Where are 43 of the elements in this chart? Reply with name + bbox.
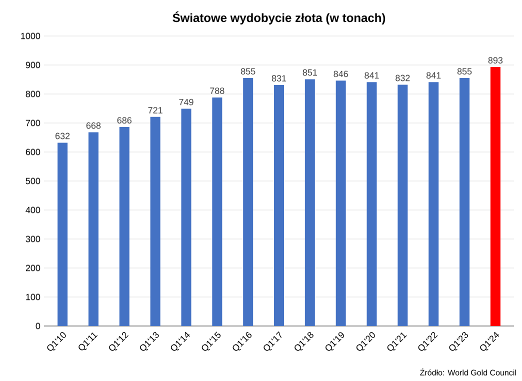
data-label: 632	[56, 132, 70, 140]
data-label: 841	[426, 72, 441, 79]
data-label: 841	[364, 72, 379, 79]
bar	[150, 116, 160, 326]
y-tick-label: 100	[26, 294, 40, 300]
bar	[181, 108, 192, 326]
bar	[366, 82, 377, 326]
y-tick-label: 300	[26, 236, 40, 242]
data-label: 721	[148, 107, 162, 114]
bar	[58, 142, 68, 326]
y-tick-label: 900	[26, 62, 40, 68]
y-tick-label: 400	[26, 206, 40, 214]
data-label: 832	[396, 74, 410, 82]
bar	[212, 97, 222, 326]
text: Źródło: World Gold Council	[420, 368, 516, 376]
bar	[119, 127, 130, 326]
data-label: 855	[240, 68, 256, 75]
data-label: 831	[272, 75, 286, 82]
bar	[88, 132, 98, 326]
data-label: 855	[457, 68, 472, 75]
bar	[428, 82, 439, 326]
data-label: 686	[117, 117, 132, 124]
chart-title: Światowe wydobycie złota (w tonach)	[172, 11, 386, 24]
data-label: 846	[334, 70, 348, 78]
data-label: 749	[179, 98, 194, 106]
bar	[274, 85, 284, 326]
y-tick-label: 700	[26, 120, 40, 126]
data-label: 668	[86, 122, 101, 129]
bar	[243, 78, 254, 326]
data-label: 893	[488, 57, 503, 64]
bar	[336, 80, 346, 326]
bar	[398, 84, 408, 326]
y-tick-label: 200	[26, 264, 40, 272]
data-label: 851	[302, 69, 317, 76]
y-tick-label: 0	[36, 322, 40, 330]
y-tick-label: 800	[26, 90, 40, 98]
y-tick-label: 500	[26, 178, 40, 184]
data-label: 788	[210, 88, 224, 94]
bar	[460, 78, 470, 326]
y-tick-label: 600	[26, 148, 40, 156]
bar	[490, 67, 500, 326]
bar	[304, 79, 315, 326]
y-tick-label: 1000	[21, 32, 40, 40]
